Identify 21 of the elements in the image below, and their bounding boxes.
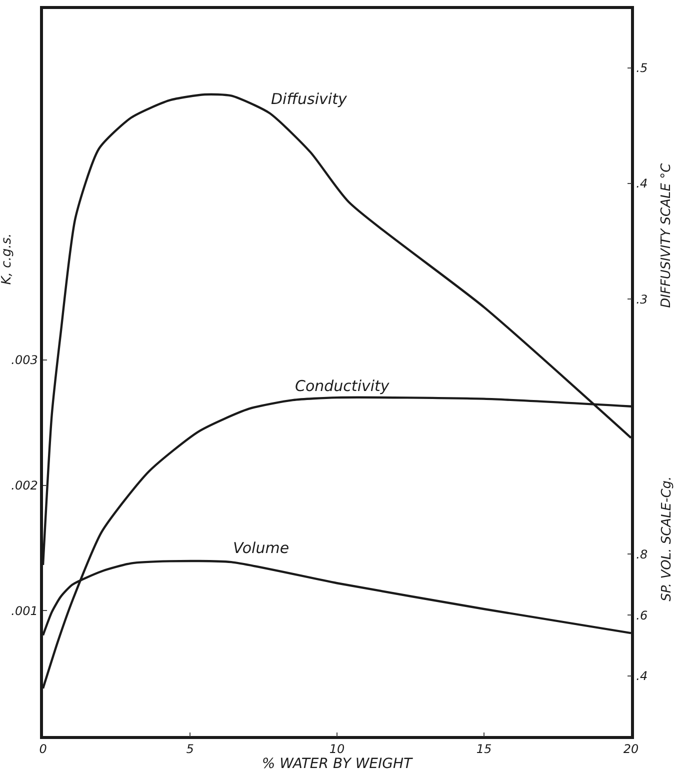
- x-tick-label: 0: [39, 742, 48, 756]
- x-tick-label: 10: [329, 742, 345, 756]
- y3-tick-label: .6: [636, 608, 648, 622]
- x-tick-label: 15: [476, 742, 492, 756]
- series-label: Diffusivity: [271, 90, 348, 108]
- x-tick-label: 5: [186, 742, 194, 756]
- y2-tick-label: .5: [636, 61, 648, 76]
- x-axis-title: % WATER BY WEIGHT: [262, 756, 414, 772]
- x-tick-label: 20: [623, 742, 639, 756]
- y3-axis-title: SP. VOL. SCALE-Cg.: [660, 476, 675, 602]
- y-axis-title: K, c.g.s.: [0, 233, 14, 285]
- y2-tick-label: .3: [636, 292, 648, 306]
- y-tick-label: .001: [11, 604, 38, 618]
- y2-tick-label: .4: [636, 176, 648, 191]
- y-tick-label: .002: [11, 478, 38, 493]
- y3-tick-label: .8: [636, 547, 648, 562]
- y-tick-label: .003: [11, 353, 38, 368]
- series-label: Volume: [233, 539, 290, 557]
- y2-axis-title: DIFFUSIVITY SCALE °C: [659, 162, 674, 308]
- y3-tick-label: .4: [636, 669, 648, 684]
- series-label: Conductivity: [295, 377, 390, 395]
